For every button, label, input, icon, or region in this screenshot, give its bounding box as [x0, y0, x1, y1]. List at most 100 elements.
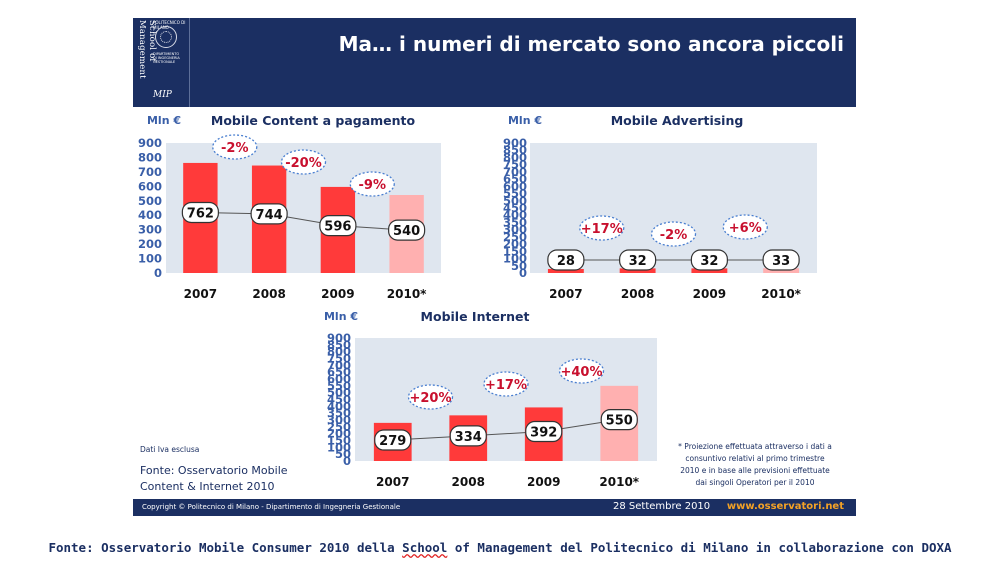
growth-label: +17% [485, 378, 527, 393]
x-tick-label: 2007 [549, 287, 582, 301]
growth-bubble [558, 358, 605, 384]
y-tick-label: 250 [503, 230, 527, 244]
y-tick-label: 100 [138, 252, 162, 266]
y-tick-label: 0 [154, 266, 162, 280]
y-axis-label: Mln € [147, 114, 181, 127]
y-tick-label: 900 [503, 136, 527, 150]
y-tick-label: 850 [327, 338, 351, 352]
x-tick-label: 2009 [693, 287, 726, 301]
y-tick-label: 700 [138, 165, 162, 179]
department-name: DIPARTIMENTO DI INGEGNERIA GESTIONALE [153, 52, 187, 64]
growth-label: -9% [359, 178, 386, 193]
value-label-box [374, 429, 412, 451]
y-tick-label: 200 [327, 427, 351, 441]
y-tick-label: 800 [138, 150, 162, 164]
bar [547, 268, 584, 273]
value-label-box [525, 420, 563, 443]
footnote-line: consuntivo relativi al primo trimestre [685, 454, 825, 463]
source-note: Fonte: Osservatorio Mobile [140, 464, 288, 477]
growth-label: -2% [221, 141, 248, 156]
y-tick-label: 900 [138, 136, 162, 150]
y-tick-label: 400 [503, 208, 527, 222]
growth-bubble [650, 221, 697, 247]
bar [619, 268, 656, 273]
x-tick-label: 2008 [252, 287, 285, 301]
school-name: School of Management [137, 20, 157, 79]
y-tick-label: 650 [503, 172, 527, 186]
y-tick-label: 50 [511, 259, 527, 273]
y-tick-label: 900 [327, 331, 351, 345]
growth-label: +17% [581, 222, 623, 237]
y-tick-label: 550 [327, 379, 351, 393]
value-label: 540 [393, 224, 420, 239]
y-tick-label: 800 [503, 150, 527, 164]
value-label: 762 [187, 206, 214, 221]
y-tick-label: 50 [335, 447, 351, 461]
department-line: DIPARTIMENTO [153, 52, 180, 56]
growth-bubble [212, 134, 258, 160]
university-seal-icon [155, 26, 177, 48]
value-label-box [388, 219, 426, 241]
y-tick-label: 600 [503, 179, 527, 193]
y-tick-label: 150 [327, 434, 351, 448]
y-tick-label: 350 [327, 406, 351, 420]
copyright-text: Copyright © Politecnico di Milano - Dipa… [142, 503, 401, 511]
footnote-line: dai singoli Operatori per il 2010 [696, 478, 815, 487]
bar [763, 268, 800, 273]
y-tick-label: 500 [327, 386, 351, 400]
footer-date: 28 Settembre 2010 [613, 501, 711, 512]
value-label-box [619, 249, 657, 271]
growth-label: -2% [660, 228, 687, 243]
slide-footer: Copyright © Politecnico di Milano - Dipa… [133, 499, 856, 516]
growth-bubble [349, 171, 395, 197]
growth-label: +40% [560, 365, 602, 380]
y-tick-label: 400 [138, 208, 162, 222]
value-label: 32 [629, 254, 647, 269]
x-tick-label: 2010* [761, 287, 801, 301]
y-tick-label: 700 [503, 165, 527, 179]
y-tick-label: 450 [327, 393, 351, 407]
y-tick-label: 250 [327, 420, 351, 434]
growth-bubble [722, 214, 768, 240]
caption-text: Fonte: Osservatorio Mobile Consumer 2010… [48, 540, 403, 555]
growth-bubble [280, 149, 327, 175]
school-logo: School of Management POLITECNICO DI MILA… [133, 18, 190, 107]
y-tick-label: 500 [503, 194, 527, 208]
caption-school: School [402, 540, 448, 555]
chart-title: Mobile Advertising [611, 113, 744, 128]
value-label: 596 [324, 220, 351, 235]
value-label: 744 [256, 208, 283, 223]
value-label-box [547, 249, 585, 271]
x-tick-label: 2008 [621, 287, 654, 301]
vat-note: Dati Iva esclusa [140, 445, 199, 454]
y-tick-label: 650 [327, 365, 351, 379]
value-label: 32 [700, 254, 718, 269]
value-label-box [250, 203, 288, 225]
x-tick-label: 2009 [527, 475, 560, 489]
growth-bubble [483, 371, 529, 397]
y-tick-label: 0 [519, 266, 527, 280]
site-link[interactable]: www.osservatori.net [726, 501, 844, 512]
bar [691, 268, 728, 273]
value-label-box [600, 409, 638, 431]
y-axis-label: Mln € [324, 310, 358, 323]
x-tick-label: 2009 [321, 287, 354, 301]
chart-title: Mobile Internet [421, 309, 530, 324]
value-label-box [181, 201, 219, 224]
value-label: 28 [557, 254, 575, 269]
source-caption: Fonte: Osservatorio Mobile Consumer 2010… [0, 540, 1000, 555]
x-tick-label: 2007 [376, 475, 409, 489]
y-tick-label: 600 [327, 372, 351, 386]
y-tick-label: 400 [327, 399, 351, 413]
y-tick-label: 300 [503, 223, 527, 237]
y-tick-label: 850 [503, 143, 527, 157]
y-tick-label: 300 [327, 413, 351, 427]
y-tick-label: 200 [138, 237, 162, 251]
value-label-box [319, 215, 357, 237]
value-label: 550 [606, 414, 633, 429]
y-tick-label: 150 [503, 244, 527, 258]
department-line: GESTIONALE [153, 60, 176, 64]
y-tick-label: 800 [327, 345, 351, 359]
x-tick-label: 2010* [387, 287, 427, 301]
